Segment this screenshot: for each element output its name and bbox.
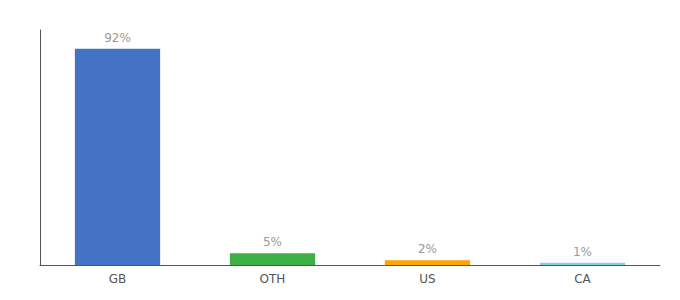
svg-text:US: US	[419, 272, 435, 286]
svg-text:CA: CA	[574, 272, 591, 286]
svg-text:OTH: OTH	[260, 272, 286, 286]
svg-text:2%: 2%	[418, 242, 437, 256]
svg-text:GB: GB	[109, 272, 127, 286]
svg-text:1%: 1%	[573, 245, 592, 259]
svg-text:92%: 92%	[104, 31, 131, 45]
svg-text:5%: 5%	[263, 235, 282, 249]
